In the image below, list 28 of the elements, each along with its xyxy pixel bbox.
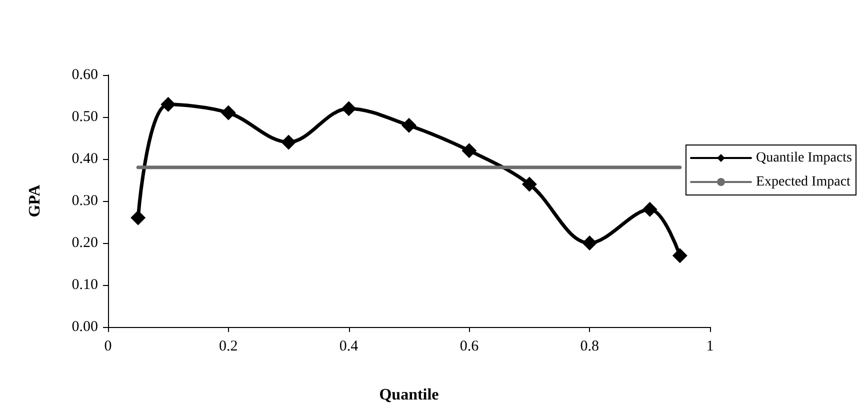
y-tick-label: 0.20 xyxy=(72,235,98,251)
point xyxy=(341,101,356,116)
point xyxy=(281,134,296,150)
y-tick-label: 0.30 xyxy=(72,193,98,209)
y-tick-label: 0.40 xyxy=(72,151,98,167)
legend-label: Quantile Impacts xyxy=(756,150,852,166)
point xyxy=(642,202,658,217)
x-tick-label: 0.4 xyxy=(339,338,359,354)
point xyxy=(582,236,598,250)
point xyxy=(130,210,146,226)
x-tick-label: 0.2 xyxy=(219,338,238,354)
point xyxy=(462,143,477,158)
y-tick-label: 0.50 xyxy=(72,109,98,125)
y-tick-label: 0.00 xyxy=(72,319,98,335)
point xyxy=(402,118,416,133)
y-tick-label: 0.60 xyxy=(72,67,98,83)
x-tick-label: 1 xyxy=(706,338,714,354)
y-axis-title: GPA xyxy=(26,184,44,218)
point xyxy=(220,105,236,120)
x-axis-title: Quantile xyxy=(379,386,439,404)
x-tick-label: 0.6 xyxy=(460,338,480,354)
y-tick-label: 0.10 xyxy=(72,277,98,293)
point xyxy=(522,176,537,192)
point xyxy=(672,248,688,264)
point xyxy=(160,96,176,112)
legend-label: Expected Impact xyxy=(756,174,851,190)
x-tick-label: 0.8 xyxy=(580,338,599,354)
x-tick-label: 0 xyxy=(104,338,112,354)
